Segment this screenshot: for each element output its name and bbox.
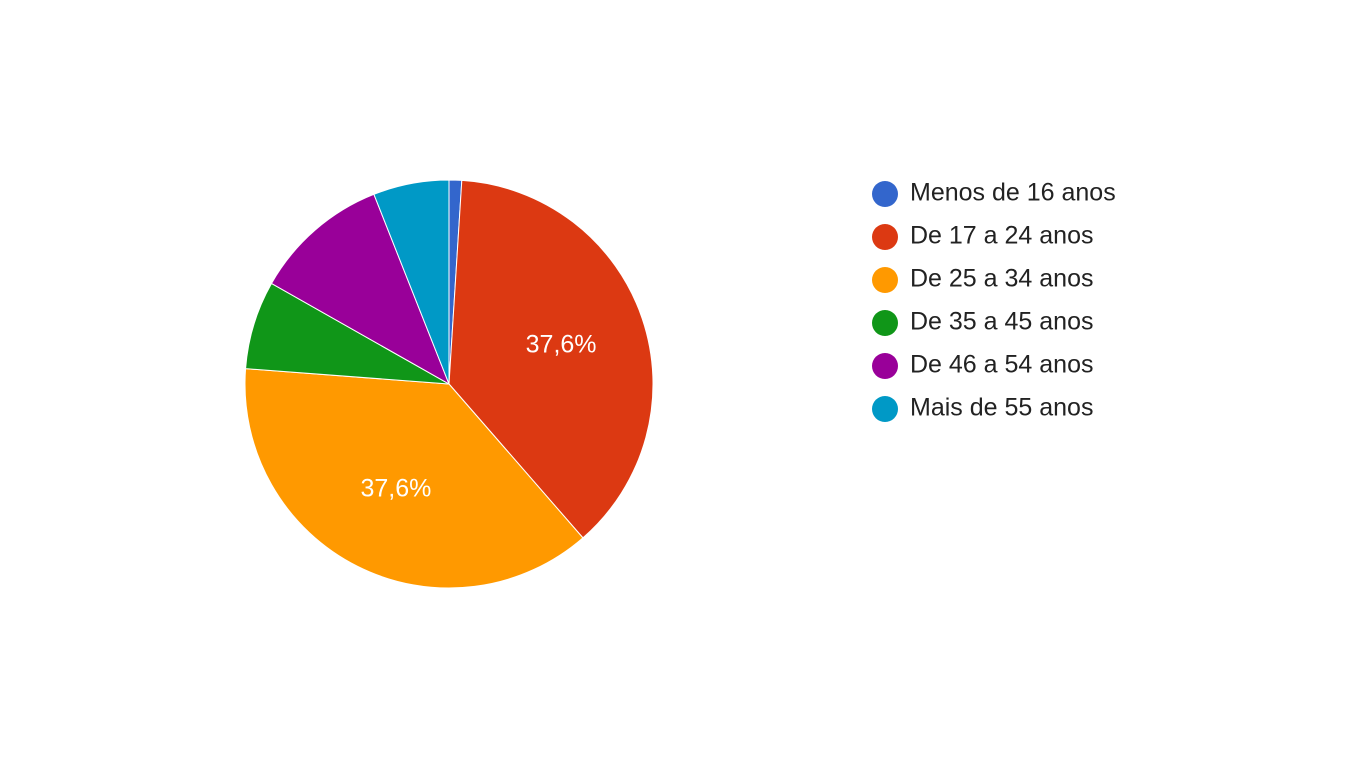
legend-swatch [872,310,898,336]
legend-label: De 17 a 24 anos [910,222,1093,250]
legend-item: Menos de 16 anos [872,179,1116,207]
legend-swatch [872,396,898,422]
legend-label: De 46 a 54 anos [910,351,1093,379]
pie-slice [244,368,584,589]
legend-item: De 35 a 45 anos [872,308,1093,336]
legend-label: De 25 a 34 anos [910,265,1093,293]
legend-swatch [872,181,898,207]
legend-item: Mais de 55 anos [872,394,1093,422]
slice-data-label: 37,6% [526,331,597,359]
legend-label: Mais de 55 anos [910,394,1093,422]
legend: Menos de 16 anos De 17 a 24 anos De 25 a 3… [872,179,1116,422]
legend-label: Menos de 16 anos [910,179,1116,207]
slice-data-label: 37,6% [360,474,431,502]
legend-item: De 25 a 34 anos [872,265,1093,293]
pie-slice [373,179,450,385]
legend-swatch [872,353,898,379]
pie-slices [244,179,654,589]
pie-slice [270,193,450,386]
pie-slice-labels: 37,6% 37,6% [360,331,596,503]
legend-item: De 46 a 54 anos [872,351,1093,379]
legend-swatch [872,267,898,293]
legend-label: De 35 a 45 anos [910,308,1093,336]
pie-slice [448,179,654,539]
legend-swatch [872,224,898,250]
legend-item: De 17 a 24 anos [872,222,1093,250]
